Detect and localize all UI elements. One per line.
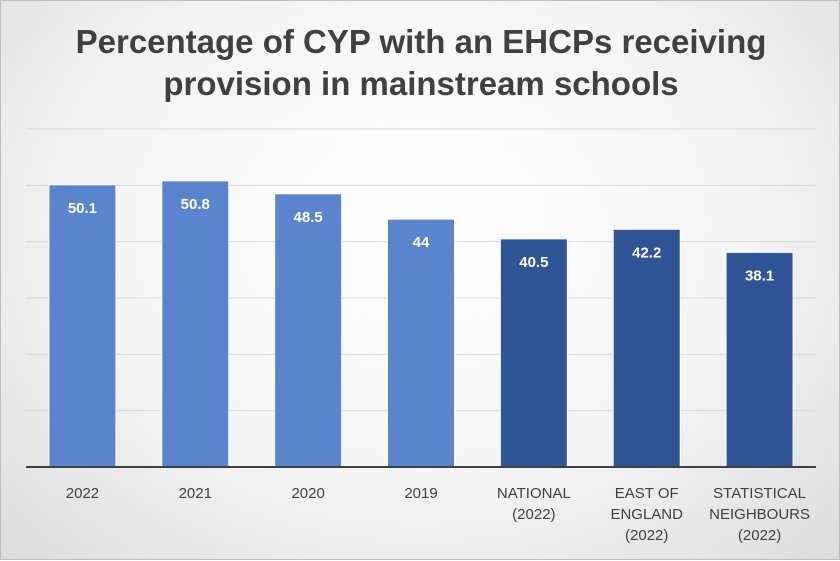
bar [499, 238, 568, 468]
x-tick-label: STATISTICAL [713, 485, 806, 502]
x-tick-label: ENGLAND [610, 506, 683, 523]
x-tick-label: (2022) [512, 506, 555, 523]
bar [274, 193, 343, 468]
data-label: 50.8 [181, 196, 210, 213]
data-label: 44 [413, 234, 430, 251]
x-tick-label: EAST OF [615, 485, 679, 502]
x-tick-label: 2020 [291, 485, 324, 502]
x-tick-label: 2019 [404, 485, 437, 502]
data-label: 42.2 [632, 244, 661, 261]
bar [387, 218, 455, 468]
x-tick-label: (2022) [625, 527, 668, 544]
x-tick-label: NEIGHBOURS [709, 506, 810, 523]
x-tick-label: NATIONAL [497, 485, 571, 502]
data-label: 40.5 [519, 254, 548, 271]
bar [161, 180, 230, 468]
x-tick-label: 2021 [179, 485, 212, 502]
bar [725, 251, 794, 468]
x-tick-label: (2022) [738, 527, 781, 544]
bar [48, 184, 117, 468]
data-label: 48.5 [294, 209, 323, 226]
data-label: 38.1 [745, 267, 774, 284]
chart-title: Percentage of CYP with an EHCPs receivin… [75, 23, 767, 102]
bar [612, 228, 681, 468]
x-tick-label: 2022 [66, 485, 99, 502]
data-label: 50.1 [68, 200, 97, 217]
